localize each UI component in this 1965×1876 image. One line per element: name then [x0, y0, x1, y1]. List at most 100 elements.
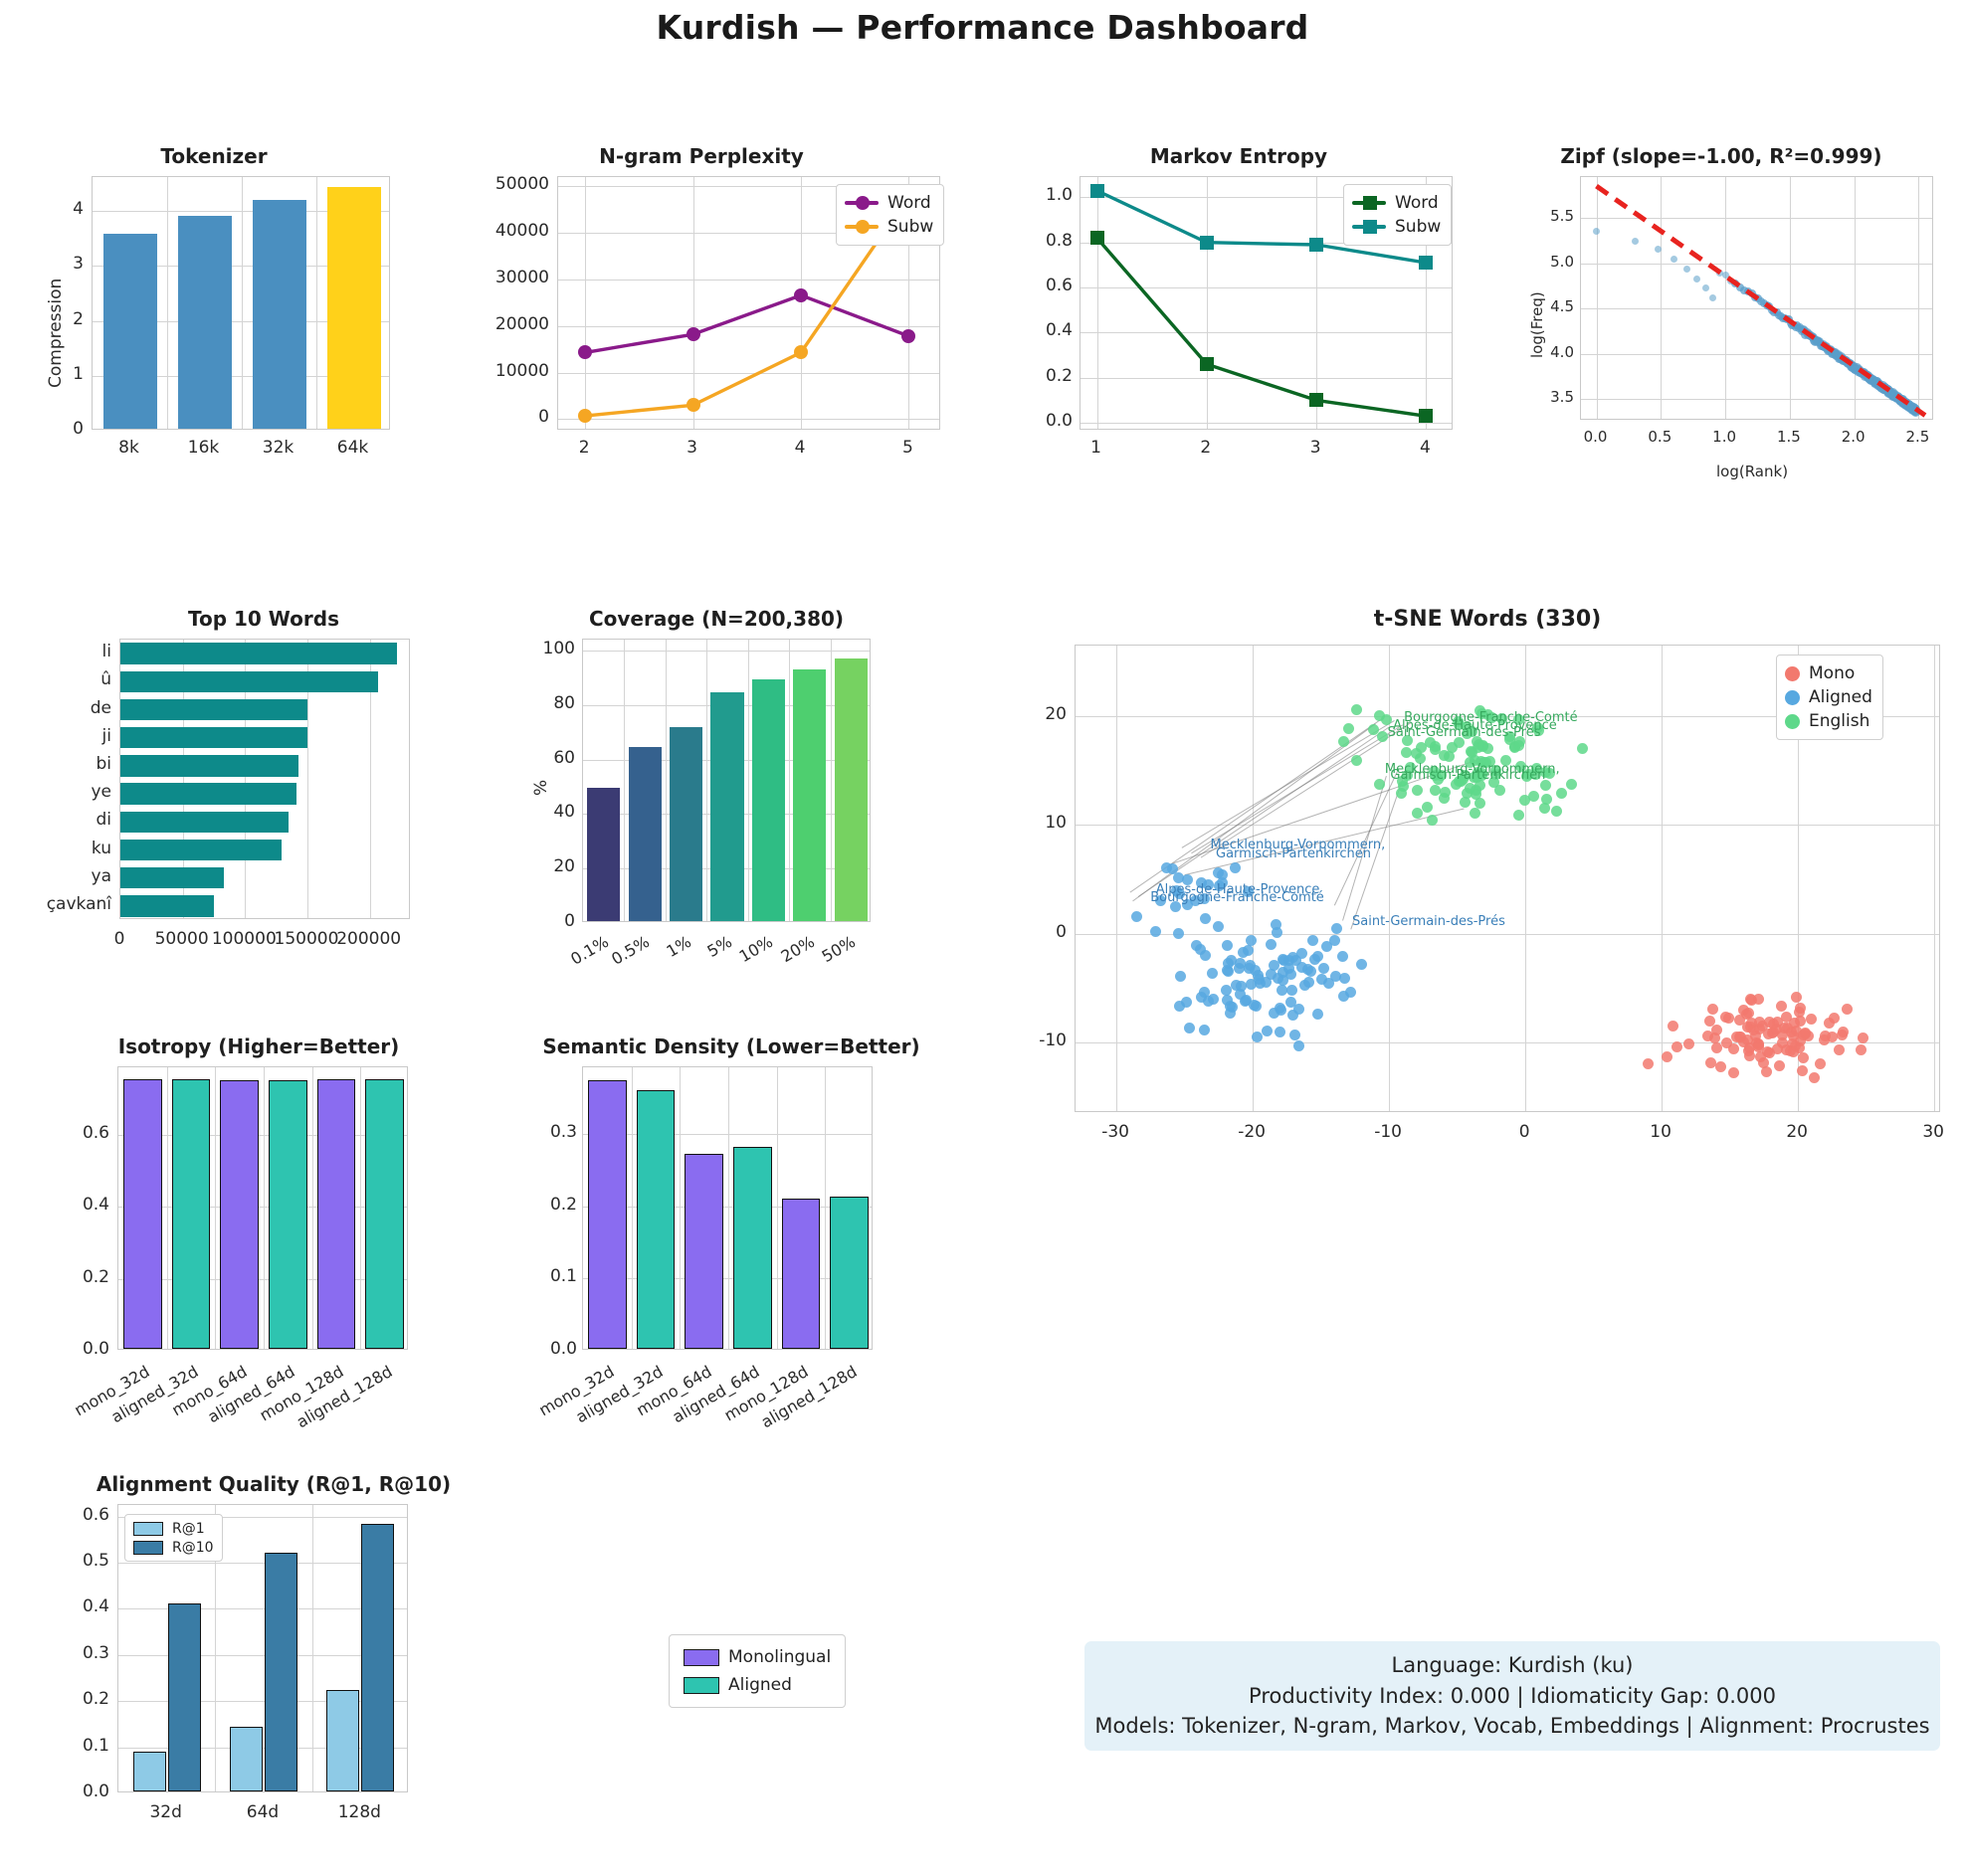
tsne-point-english: [1486, 711, 1498, 723]
embedding-kind-legend[interactable]: Monolingual Aligned: [669, 1634, 847, 1708]
subw-line-icon: [845, 220, 879, 234]
isotropy-title: Isotropy (Higher=Better): [117, 1034, 400, 1058]
legend-item-subw: Subw: [845, 215, 933, 239]
xtick: 5: [902, 438, 913, 458]
tsne-point-aligned: [1217, 877, 1229, 889]
data-point: [1199, 235, 1214, 250]
tsne-point-mono: [1714, 1061, 1726, 1072]
tsne-point-mono: [1721, 1036, 1733, 1048]
tsne-point-aligned: [1296, 961, 1308, 973]
scatter-point: [1682, 265, 1690, 273]
tsne-point-english: [1496, 712, 1508, 724]
ytick: 30000: [494, 267, 549, 287]
tsne-point-english: [1350, 703, 1362, 715]
tsne-annotation: Garmisch-Partenkirchen: [1390, 768, 1546, 784]
embedding-bar: [830, 1196, 870, 1349]
tsne-point-english: [1411, 785, 1423, 797]
tsne-point-english: [1411, 747, 1423, 759]
aligned-swatch-icon: [684, 1676, 719, 1694]
tsne-point-english: [1453, 716, 1465, 728]
tsne-point-english: [1471, 785, 1482, 797]
ytick: 4.0: [1550, 342, 1574, 361]
tsne-point-aligned: [1336, 951, 1348, 963]
top-word-bar: [120, 698, 307, 721]
tsne-point-english: [1474, 780, 1485, 792]
tsne-point-mono: [1763, 1047, 1775, 1059]
coverage-bar: [793, 668, 827, 921]
embedding-bar: [268, 1079, 307, 1349]
tsne-point-aligned: [1316, 974, 1328, 986]
tsne-point-aligned: [1339, 972, 1351, 984]
top-words-title: Top 10 Words: [188, 607, 339, 631]
tsne-point-mono: [1709, 1032, 1721, 1043]
tsne-point-mono: [1828, 1012, 1840, 1024]
ytick: 0.2: [1045, 365, 1073, 386]
ytick: 1.0: [1045, 185, 1073, 206]
tsne-point-aligned: [1189, 894, 1201, 906]
mono-dot-icon: [1785, 665, 1800, 681]
markov-legend[interactable]: Word Subw: [1343, 184, 1453, 246]
tsne-point-aligned: [1295, 947, 1307, 959]
tsne-point-english: [1531, 762, 1543, 774]
tsne-point-english: [1450, 779, 1462, 790]
word-line-icon: [845, 196, 879, 210]
xtick: 64k: [336, 438, 369, 458]
data-point: [1309, 238, 1324, 252]
panel-zipf: Zipf (slope=-1.00, R²=0.999) log(Freq) l…: [1492, 144, 1950, 492]
tsne-point-aligned: [1225, 1000, 1237, 1012]
tsne-annotation: Saint-Germain-des-Prés: [1387, 724, 1541, 740]
panel-isotropy: Isotropy (Higher=Better) 0.0 0.2 0.4 0.6 mon…: [30, 1034, 497, 1462]
tsne-point-english: [1531, 722, 1543, 734]
tsne-point-aligned: [1198, 892, 1210, 904]
scatter-point: [1735, 283, 1744, 292]
alignment-bar: [167, 1603, 201, 1791]
tsne-point-english: [1483, 755, 1495, 767]
tsne-annotation: Alpes-de-Haute-Provence: [1155, 882, 1320, 898]
summary-info-box: Language: Kurdish (ku) Productivity Inde…: [1084, 1641, 1940, 1751]
ytick: di: [96, 810, 111, 831]
tsne-point-mono: [1837, 1030, 1849, 1041]
tsne-point-english: [1512, 810, 1524, 822]
tsne-point-english: [1462, 721, 1474, 733]
panel-tokenizer: Tokenizer Compression 0 1 2 3 4 8k 16k 32k 64k: [30, 144, 398, 472]
tsne-point-aligned: [1245, 979, 1257, 991]
tsne-point-english: [1402, 734, 1414, 746]
tsne-point-mono: [1711, 1024, 1723, 1035]
tsne-point-aligned: [1173, 871, 1185, 883]
data-point: [1199, 357, 1214, 372]
tsne-point-aligned: [1312, 1008, 1324, 1020]
tsne-point-mono: [1743, 1049, 1755, 1061]
tsne-point-aligned: [1251, 1032, 1263, 1043]
xtick: 150000: [274, 929, 339, 949]
tsne-point-mono: [1778, 1023, 1790, 1034]
info-language: Language: Kurdish (ku): [1391, 1653, 1634, 1678]
legend-item-subw: Subw: [1352, 215, 1441, 239]
tsne-point-mono: [1710, 1041, 1722, 1053]
tsne-point-aligned: [1285, 997, 1297, 1009]
tsne-point-aligned: [1255, 978, 1267, 990]
tsne-point-english: [1397, 781, 1409, 793]
tsne-point-aligned: [1234, 963, 1246, 975]
xtick: 64d: [246, 1802, 280, 1822]
tsne-point-aligned: [1356, 959, 1368, 971]
embedding-bar: [781, 1198, 821, 1349]
data-point: [794, 345, 808, 360]
ytick: 20: [1045, 704, 1067, 725]
tsne-annotation: Alpes-de-Haute-Provence: [1393, 717, 1557, 733]
tsne-point-aligned: [1225, 1008, 1237, 1020]
zipf-title: Zipf (slope=-1.00, R²=0.999): [1560, 144, 1882, 168]
tsne-point-english: [1439, 750, 1451, 762]
tsne-point-aligned: [1277, 966, 1289, 978]
alignment-quality-title: Alignment Quality (R@1, R@10): [96, 1472, 452, 1496]
tsne-point-mono: [1805, 1013, 1817, 1025]
tsne-point-aligned: [1173, 1000, 1185, 1012]
isotropy-plot: [117, 1066, 408, 1350]
ngram-legend[interactable]: Word Subw: [836, 184, 945, 246]
tsne-point-english: [1430, 785, 1442, 797]
tsne-point-mono: [1728, 1043, 1740, 1055]
alignment-legend[interactable]: R@1 R@10: [124, 1514, 223, 1562]
tsne-point-english: [1396, 787, 1408, 799]
tsne-legend[interactable]: Mono Aligned English: [1776, 655, 1883, 740]
embedding-bar: [316, 1079, 356, 1349]
tsne-point-aligned: [1203, 996, 1215, 1008]
